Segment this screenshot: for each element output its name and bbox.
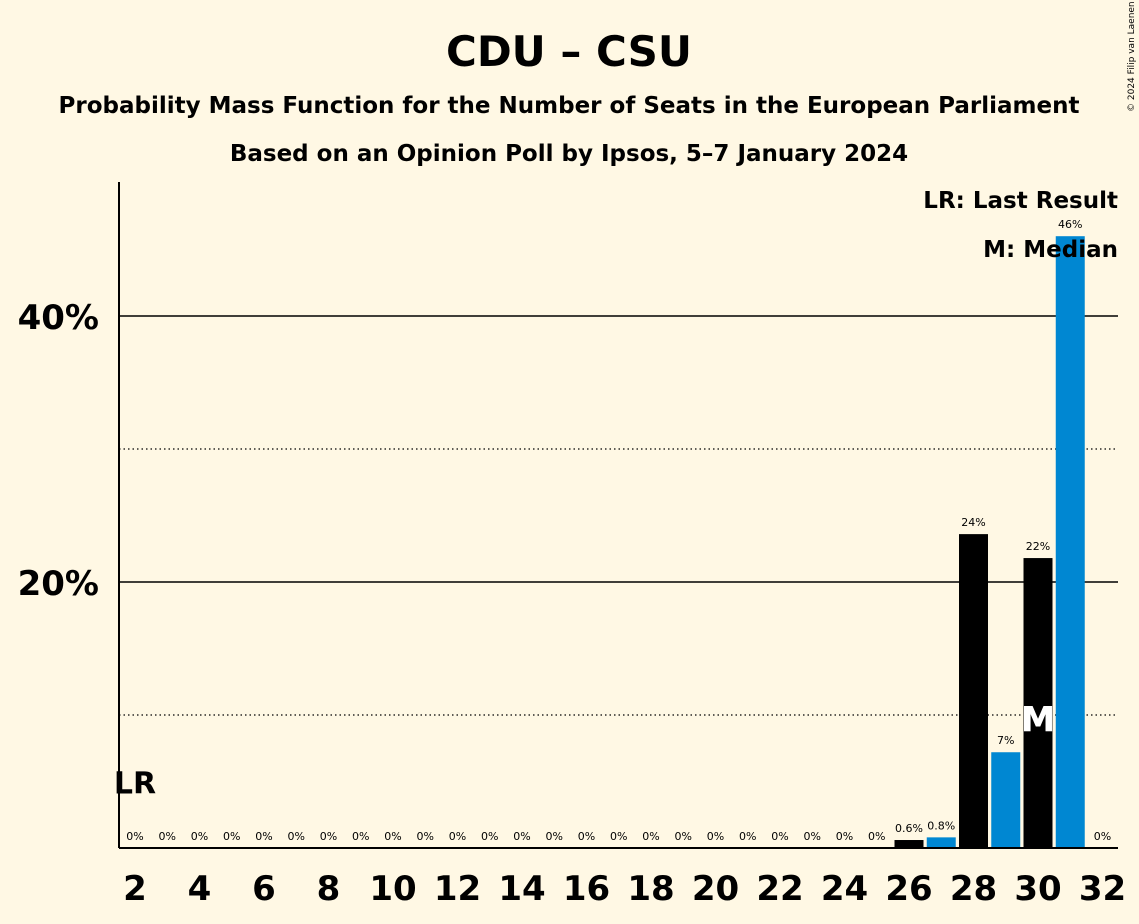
x-tick-label: 16 bbox=[563, 869, 610, 909]
bar-seat-28 bbox=[959, 534, 988, 848]
bar-value-label: 0.6% bbox=[895, 822, 923, 835]
chart-subtitle: Probability Mass Function for the Number… bbox=[59, 93, 1080, 119]
median-marker: M bbox=[1021, 700, 1055, 740]
bar-seat-31 bbox=[1055, 236, 1085, 848]
chart-subtitle-poll: Based on an Opinion Poll by Ipsos, 5–7 J… bbox=[230, 141, 908, 167]
bar-value-label: 0% bbox=[223, 830, 240, 843]
x-tick-label: 30 bbox=[1014, 869, 1061, 909]
x-tick-label: 32 bbox=[1079, 869, 1126, 909]
bar-value-label: 0% bbox=[771, 830, 788, 843]
bar-value-label: 0% bbox=[320, 830, 337, 843]
bar-value-label: 0% bbox=[513, 830, 530, 843]
bar-value-label: 22% bbox=[1026, 540, 1050, 553]
axes-layer: 20%40%2 4 6 8 10 12 14 16 18 20 22 24 26 28 30 32 bbox=[18, 182, 1126, 909]
bar-value-label: 0% bbox=[352, 830, 369, 843]
grid-layer bbox=[119, 315, 1118, 716]
bar-value-label: 0% bbox=[868, 830, 885, 843]
bar-value-label: 0% bbox=[417, 830, 434, 843]
legend-median: M: Median bbox=[983, 237, 1118, 263]
bar-value-label: 0% bbox=[675, 830, 692, 843]
x-tick-label: 24 bbox=[821, 869, 868, 909]
bar-value-label: 0% bbox=[191, 830, 208, 843]
bar-seat-26 bbox=[894, 840, 924, 848]
bar-seat-27 bbox=[926, 837, 956, 848]
x-tick-label: 20 bbox=[692, 869, 739, 909]
last-result-marker: LR bbox=[114, 767, 156, 802]
bar-value-label: 46% bbox=[1058, 218, 1082, 231]
bar-value-label: 0% bbox=[546, 830, 563, 843]
x-tick-label: 2 bbox=[123, 869, 147, 909]
x-tick-label: 14 bbox=[498, 869, 545, 909]
bar-value-label: 0% bbox=[707, 830, 724, 843]
x-tick-label: 28 bbox=[950, 869, 997, 909]
x-tick-label: 8 bbox=[317, 869, 341, 909]
x-tick-label: 22 bbox=[756, 869, 803, 909]
x-tick-label: 6 bbox=[252, 869, 276, 909]
x-tick-label: 12 bbox=[434, 869, 481, 909]
bar-value-label: 0% bbox=[255, 830, 272, 843]
bar-value-label: 0% bbox=[642, 830, 659, 843]
bar-value-label: 0% bbox=[739, 830, 756, 843]
bar-value-label: 0% bbox=[288, 830, 305, 843]
bar-seat-30 bbox=[1023, 558, 1053, 848]
bar-value-label: 0.8% bbox=[927, 819, 955, 832]
bar-value-label: 0% bbox=[481, 830, 498, 843]
bar-value-label: 0% bbox=[1094, 830, 1111, 843]
bar-value-label: 24% bbox=[961, 516, 985, 529]
legend-last-result: LR: Last Result bbox=[923, 188, 1118, 214]
bar-value-label: 0% bbox=[449, 830, 466, 843]
y-tick-label: 20% bbox=[18, 564, 99, 604]
chart-title: CDU – CSU bbox=[446, 27, 692, 76]
y-tick-label: 40% bbox=[18, 298, 99, 338]
bar-value-label: 0% bbox=[384, 830, 401, 843]
labels-layer: 0% 0% 0% 0% 0% 0% 0% 0% 0% 0% 0% 0% 0% 0% 0% 0% 0% 0% 0% 0%… bbox=[114, 218, 1111, 843]
bar-value-label: 0% bbox=[159, 830, 176, 843]
bar-value-label: 0% bbox=[126, 830, 143, 843]
bar-value-label: 7% bbox=[997, 734, 1014, 747]
x-tick-label: 26 bbox=[885, 869, 932, 909]
x-tick-label: 10 bbox=[369, 869, 416, 909]
copyright-text: © 2024 Filip van Laenen bbox=[1127, 1, 1137, 112]
x-tick-label: 4 bbox=[188, 869, 212, 909]
bar-value-label: 0% bbox=[804, 830, 821, 843]
bar-seat-29 bbox=[991, 752, 1021, 848]
bars-layer bbox=[894, 236, 1085, 848]
x-tick-label: 18 bbox=[627, 869, 674, 909]
bar-value-label: 0% bbox=[610, 830, 627, 843]
bar-value-label: 0% bbox=[836, 830, 853, 843]
bar-value-label: 0% bbox=[578, 830, 595, 843]
